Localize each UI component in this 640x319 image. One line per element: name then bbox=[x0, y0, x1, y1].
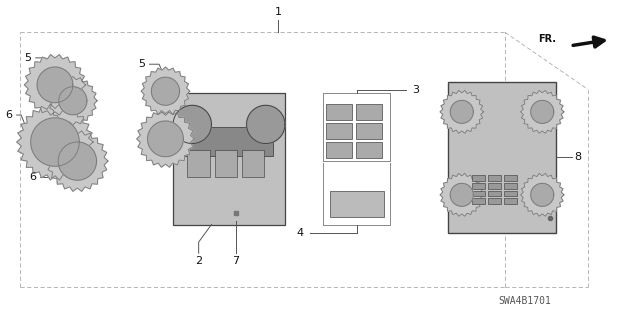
Bar bbox=[326, 123, 352, 139]
Text: 8: 8 bbox=[574, 152, 581, 162]
Bar bbox=[488, 175, 500, 181]
Bar bbox=[472, 183, 484, 189]
Polygon shape bbox=[440, 174, 483, 216]
Bar bbox=[472, 175, 484, 181]
Text: 6: 6 bbox=[29, 172, 36, 182]
Bar bbox=[184, 127, 273, 156]
Polygon shape bbox=[37, 67, 73, 103]
Bar bbox=[504, 198, 516, 204]
Polygon shape bbox=[137, 110, 194, 167]
Text: 5: 5 bbox=[24, 53, 31, 63]
Text: 1: 1 bbox=[275, 7, 282, 17]
Polygon shape bbox=[152, 77, 179, 105]
Bar bbox=[242, 150, 264, 177]
Bar bbox=[472, 198, 484, 204]
Bar bbox=[214, 150, 237, 177]
Text: 5: 5 bbox=[138, 59, 145, 69]
Text: 7: 7 bbox=[232, 256, 239, 266]
Bar bbox=[472, 191, 484, 196]
Polygon shape bbox=[520, 174, 564, 216]
Polygon shape bbox=[148, 121, 183, 157]
Text: 6: 6 bbox=[5, 110, 12, 120]
Bar bbox=[326, 104, 352, 120]
Polygon shape bbox=[531, 100, 554, 123]
Bar bbox=[504, 175, 516, 181]
Bar bbox=[330, 191, 384, 217]
Polygon shape bbox=[47, 131, 108, 191]
Polygon shape bbox=[49, 77, 97, 125]
Polygon shape bbox=[24, 55, 86, 115]
Bar bbox=[448, 82, 556, 233]
Bar bbox=[488, 191, 500, 196]
Polygon shape bbox=[59, 87, 87, 115]
Bar bbox=[488, 198, 500, 204]
Bar bbox=[356, 142, 382, 158]
Polygon shape bbox=[173, 105, 211, 144]
Bar bbox=[488, 183, 500, 189]
Bar bbox=[356, 123, 382, 139]
Polygon shape bbox=[17, 104, 93, 180]
Polygon shape bbox=[440, 90, 483, 133]
Bar bbox=[504, 183, 516, 189]
Text: SWA4B1701: SWA4B1701 bbox=[498, 296, 551, 306]
Bar bbox=[173, 93, 285, 225]
Bar bbox=[504, 191, 516, 196]
Polygon shape bbox=[531, 183, 554, 206]
Polygon shape bbox=[451, 100, 473, 123]
Text: 3: 3 bbox=[413, 85, 420, 95]
Bar bbox=[187, 150, 209, 177]
Polygon shape bbox=[31, 118, 79, 166]
Polygon shape bbox=[141, 67, 189, 115]
Bar bbox=[326, 142, 352, 158]
Polygon shape bbox=[520, 90, 564, 133]
Polygon shape bbox=[451, 183, 473, 206]
Bar bbox=[356, 104, 382, 120]
Polygon shape bbox=[58, 142, 97, 180]
Text: 2: 2 bbox=[195, 256, 202, 266]
Text: 4: 4 bbox=[297, 227, 304, 238]
Text: FR.: FR. bbox=[538, 34, 556, 44]
Polygon shape bbox=[246, 105, 285, 144]
